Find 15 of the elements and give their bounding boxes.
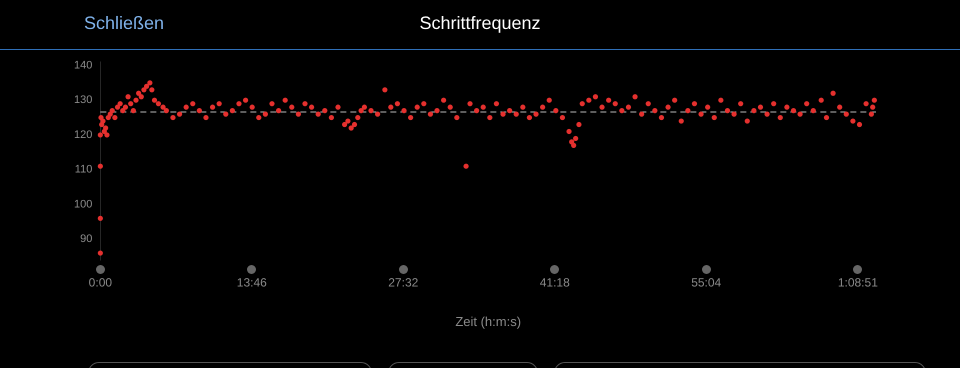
y-tick-label: 140 [74, 60, 92, 72]
chart-title: Schrittfrequenz [419, 13, 541, 33]
x-tick-label: 55:04 [691, 276, 722, 290]
x-tick-label: 13:46 [236, 276, 268, 290]
text: Schließen [84, 13, 164, 34]
x-tick-label: 27:32 [388, 276, 419, 290]
x-axis-title: Zeit (h:m:s) [455, 314, 522, 329]
y-tick-label: 90 [80, 233, 92, 246]
x-tick-label: 41:18 [540, 276, 570, 290]
x-tick-label: 0:00 [88, 276, 112, 290]
x-tick-label: 1:08:51 [838, 276, 878, 290]
y-tick-label: 130 [74, 94, 92, 106]
y-tick-label: 110 [74, 164, 92, 176]
y-tick-label: 100 [74, 198, 92, 210]
y-tick-label: 120 [74, 128, 92, 141]
